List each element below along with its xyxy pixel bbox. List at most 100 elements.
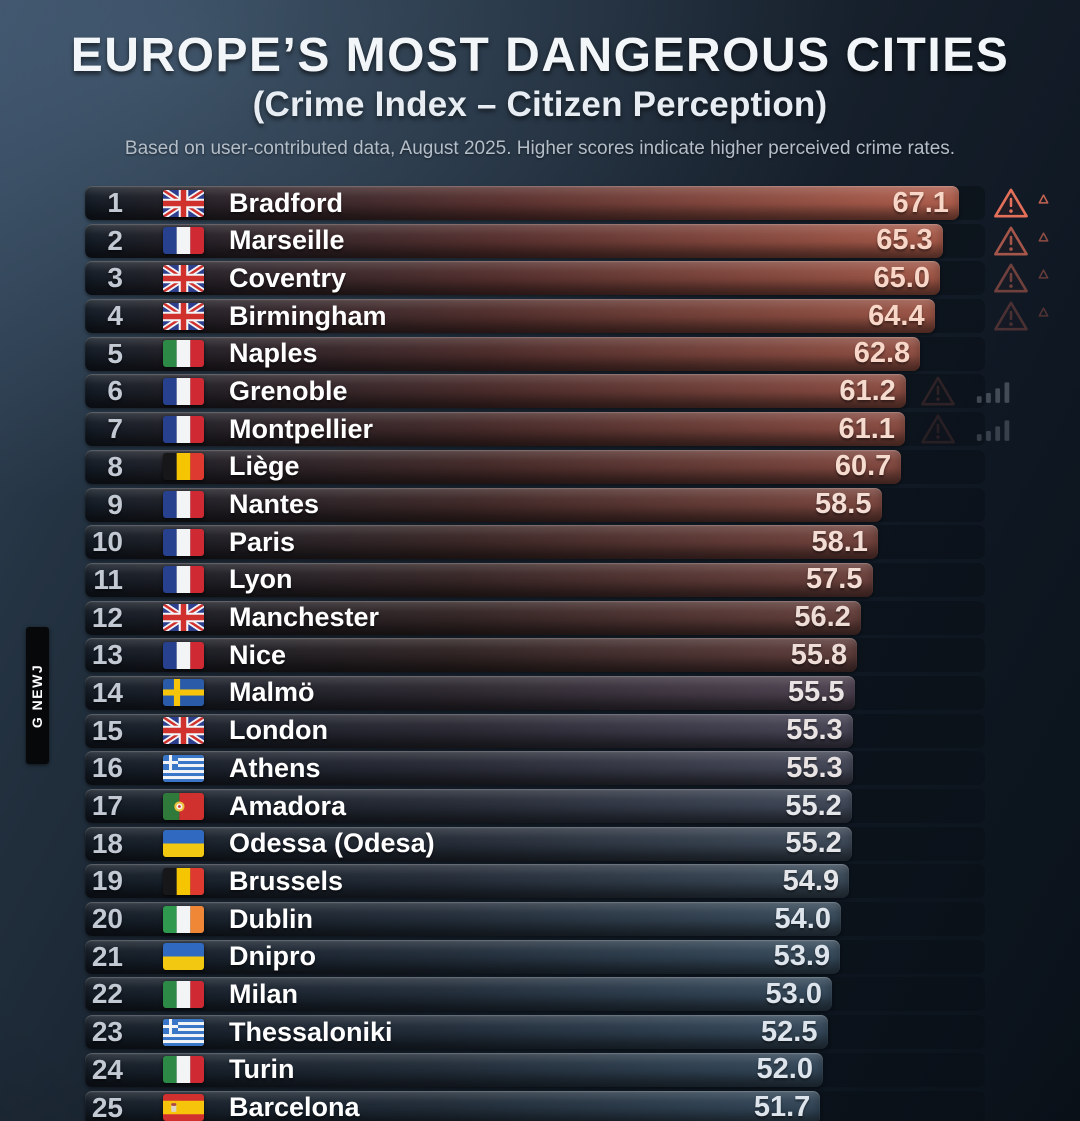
flag-italy-icon (163, 340, 204, 368)
city-row: 1 Bradford 67.1 (85, 186, 1049, 220)
score-bar: 12 Manchester 56.2 (85, 600, 861, 635)
city-name: Milan (229, 978, 299, 1009)
flag-united-kingdom-icon (163, 189, 204, 217)
warning-triangle-icon (993, 262, 1029, 295)
rank-label: 13 (91, 639, 123, 671)
score-bar: 13 Nice 55.8 (85, 638, 858, 673)
score-value: 52.0 (756, 1053, 813, 1086)
rank-label: 16 (91, 752, 123, 784)
city-name: Grenoble (229, 375, 348, 406)
score-bar: 19 Brussels 54.9 (85, 864, 850, 899)
rank-label: 18 (91, 827, 123, 859)
rank-label: 9 (107, 488, 123, 520)
rank-label: 20 (91, 903, 123, 935)
rank-label: 8 (107, 450, 123, 482)
rank-label: 11 (93, 563, 123, 595)
caret-up-icon (1038, 231, 1049, 242)
score-bar: 3 Coventry 65.0 (85, 261, 940, 296)
city-name: Manchester (229, 602, 380, 633)
city-row: 21 Dnipro 53.9 (85, 939, 985, 974)
city-row: 2 Marseille 65.3 (85, 223, 1049, 258)
city-row: 12 Manchester 56.2 (85, 600, 985, 635)
score-bar: 20 Dublin 54.0 (85, 902, 841, 937)
rank-label: 21 (91, 940, 123, 972)
warning-triangle-icon (920, 413, 956, 446)
score-bar: 24 Turin 52.0 (85, 1052, 823, 1087)
score-value: 55.2 (785, 827, 842, 860)
warning-triangle-icon (920, 375, 956, 408)
flag-belgium-icon (163, 453, 204, 481)
city-row: 3 Coventry 65.0 (85, 261, 1049, 296)
score-value: 57.5 (806, 563, 863, 596)
flag-france-icon (163, 528, 204, 556)
rank-label: 12 (91, 601, 123, 633)
city-name: Odessa (Odesa) (229, 828, 435, 859)
rank-label: 17 (91, 790, 123, 821)
page-subtitle: (Crime Index – Citizen Perception) (252, 84, 828, 124)
score-value: 56.2 (794, 601, 851, 634)
city-name: London (229, 715, 328, 746)
score-value: 58.1 (811, 525, 868, 558)
score-value: 67.1 (892, 186, 949, 219)
score-bar: 2 Marseille 65.3 (85, 223, 943, 258)
city-row: 13 Nice 55.8 (85, 638, 985, 673)
score-value: 64.4 (868, 299, 925, 332)
flag-ukraine-icon (163, 943, 204, 971)
score-bar: 10 Paris 58.1 (85, 525, 878, 560)
flag-united-kingdom-icon (163, 302, 204, 330)
flag-sweden-icon (163, 679, 204, 707)
score-bar: 17 Amadora 55.2 (85, 789, 852, 823)
score-value: 61.2 (839, 374, 896, 407)
city-row: 7 Montpellier 61.1 (85, 412, 1010, 447)
city-name: Turin (229, 1054, 295, 1085)
score-value: 51.7 (753, 1091, 811, 1121)
rank-label: 1 (107, 187, 123, 218)
source-note: Based on user-contributed data, August 2… (124, 137, 956, 159)
header: EUROPE’S MOST DANGEROUS CITIES (Crime In… (0, 29, 1080, 160)
city-row: 11 Lyon 57.5 (85, 562, 985, 597)
score-bar: 7 Montpellier 61.1 (85, 412, 905, 447)
caret-up-icon (1038, 269, 1049, 280)
rank-label: 7 (107, 413, 123, 445)
rank-label: 14 (91, 676, 123, 708)
score-value: 62.8 (853, 337, 911, 370)
rank-label: 5 (107, 337, 123, 369)
rank-label: 15 (91, 714, 123, 746)
city-row: 9 Nantes 58.5 (85, 487, 985, 522)
city-row: 8 Liège 60.7 (85, 449, 985, 484)
flag-france-icon (163, 641, 204, 669)
score-bar: 6 Grenoble 61.2 (85, 374, 906, 409)
flag-italy-icon (163, 980, 204, 1008)
warning-triangle-icon (993, 224, 1029, 257)
city-name: Athens (229, 752, 321, 783)
caret-up-icon (1038, 193, 1049, 204)
score-bar: 11 Lyon 57.5 (85, 562, 873, 597)
score-bar: 1 Bradford 67.1 (85, 186, 959, 220)
rank-label: 3 (107, 262, 123, 294)
rank-label: 19 (91, 865, 123, 897)
flag-united-kingdom-icon (163, 604, 204, 632)
page-title: EUROPE’S MOST DANGEROUS CITIES (70, 29, 1010, 82)
city-row: 17 Amadora 55.2 (85, 789, 985, 823)
score-bar: 16 Athens 55.3 (85, 751, 853, 786)
flag-united-kingdom-icon (163, 717, 204, 745)
rank-label: 22 (91, 978, 123, 1010)
city-name: Nantes (229, 489, 320, 519)
flag-greece-icon (163, 1018, 204, 1046)
flag-france-icon (163, 566, 204, 594)
city-row: 16 Athens 55.3 (85, 751, 985, 786)
score-value: 61.1 (838, 412, 895, 445)
city-row: 24 Turin 52.0 (85, 1052, 985, 1087)
score-value: 55.8 (790, 638, 848, 671)
rank-label: 23 (91, 1016, 123, 1048)
city-name: Marseille (229, 225, 345, 256)
score-bar: 18 Odessa (Odesa) 55.2 (85, 826, 852, 861)
city-name: Dnipro (229, 941, 316, 972)
score-bar: 21 Dnipro 53.9 (85, 939, 841, 974)
city-name: Brussels (229, 865, 344, 896)
city-name: Liège (229, 451, 300, 482)
city-name: Coventry (229, 262, 347, 293)
city-row: 5 Naples 62.8 (85, 336, 985, 371)
rank-label: 6 (107, 375, 123, 407)
